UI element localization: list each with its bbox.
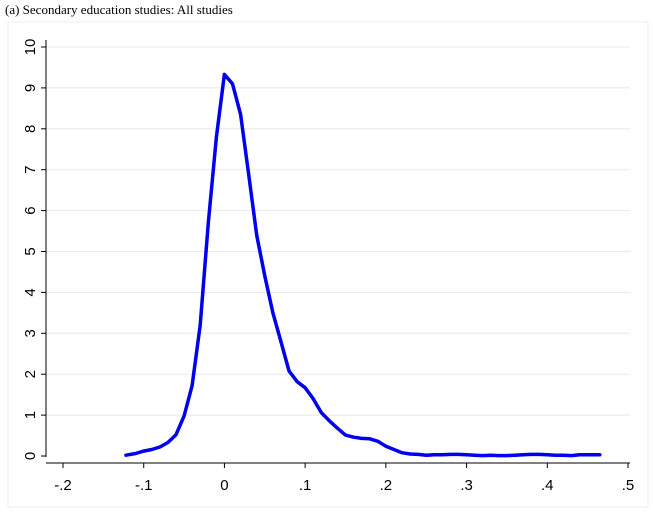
y-tick-label-1: 1 <box>22 411 39 419</box>
y-tick-label-7: 7 <box>22 166 39 174</box>
x-tick-label-4: .2 <box>380 477 393 494</box>
series-layer <box>124 72 602 458</box>
y-tick-label-9: 9 <box>22 84 39 92</box>
x-tick-label-6: .4 <box>541 477 554 494</box>
plot-area <box>7 21 649 508</box>
y-tick-label-4: 4 <box>22 288 39 296</box>
x-tick-label-5: .3 <box>460 477 473 494</box>
x-tick-label-3: .1 <box>299 477 312 494</box>
x-tick-label-0: -.2 <box>54 477 72 494</box>
y-tick-label-2: 2 <box>22 370 39 378</box>
x-tick-label-7: .5 <box>622 477 635 494</box>
y-tick-label-8: 8 <box>22 125 39 133</box>
y-tick-label-10: 10 <box>22 39 39 56</box>
gridlines <box>46 46 630 416</box>
x-tick-label-2: 0 <box>220 477 228 494</box>
chart-title: (a) Secondary education studies: All stu… <box>5 2 233 17</box>
y-tick-label-6: 6 <box>22 206 39 214</box>
x-tick-label-1: -.1 <box>135 477 153 494</box>
y-tick-label-3: 3 <box>22 329 39 337</box>
axes: 0 1 2 3 4 5 6 7 8 9 10 -.2 -.1 0 .1 .2 .3 .4 .5 <box>22 39 634 494</box>
series-line-0 <box>124 72 602 458</box>
y-tick-label-5: 5 <box>22 247 39 255</box>
y-tick-label-0: 0 <box>22 452 39 460</box>
